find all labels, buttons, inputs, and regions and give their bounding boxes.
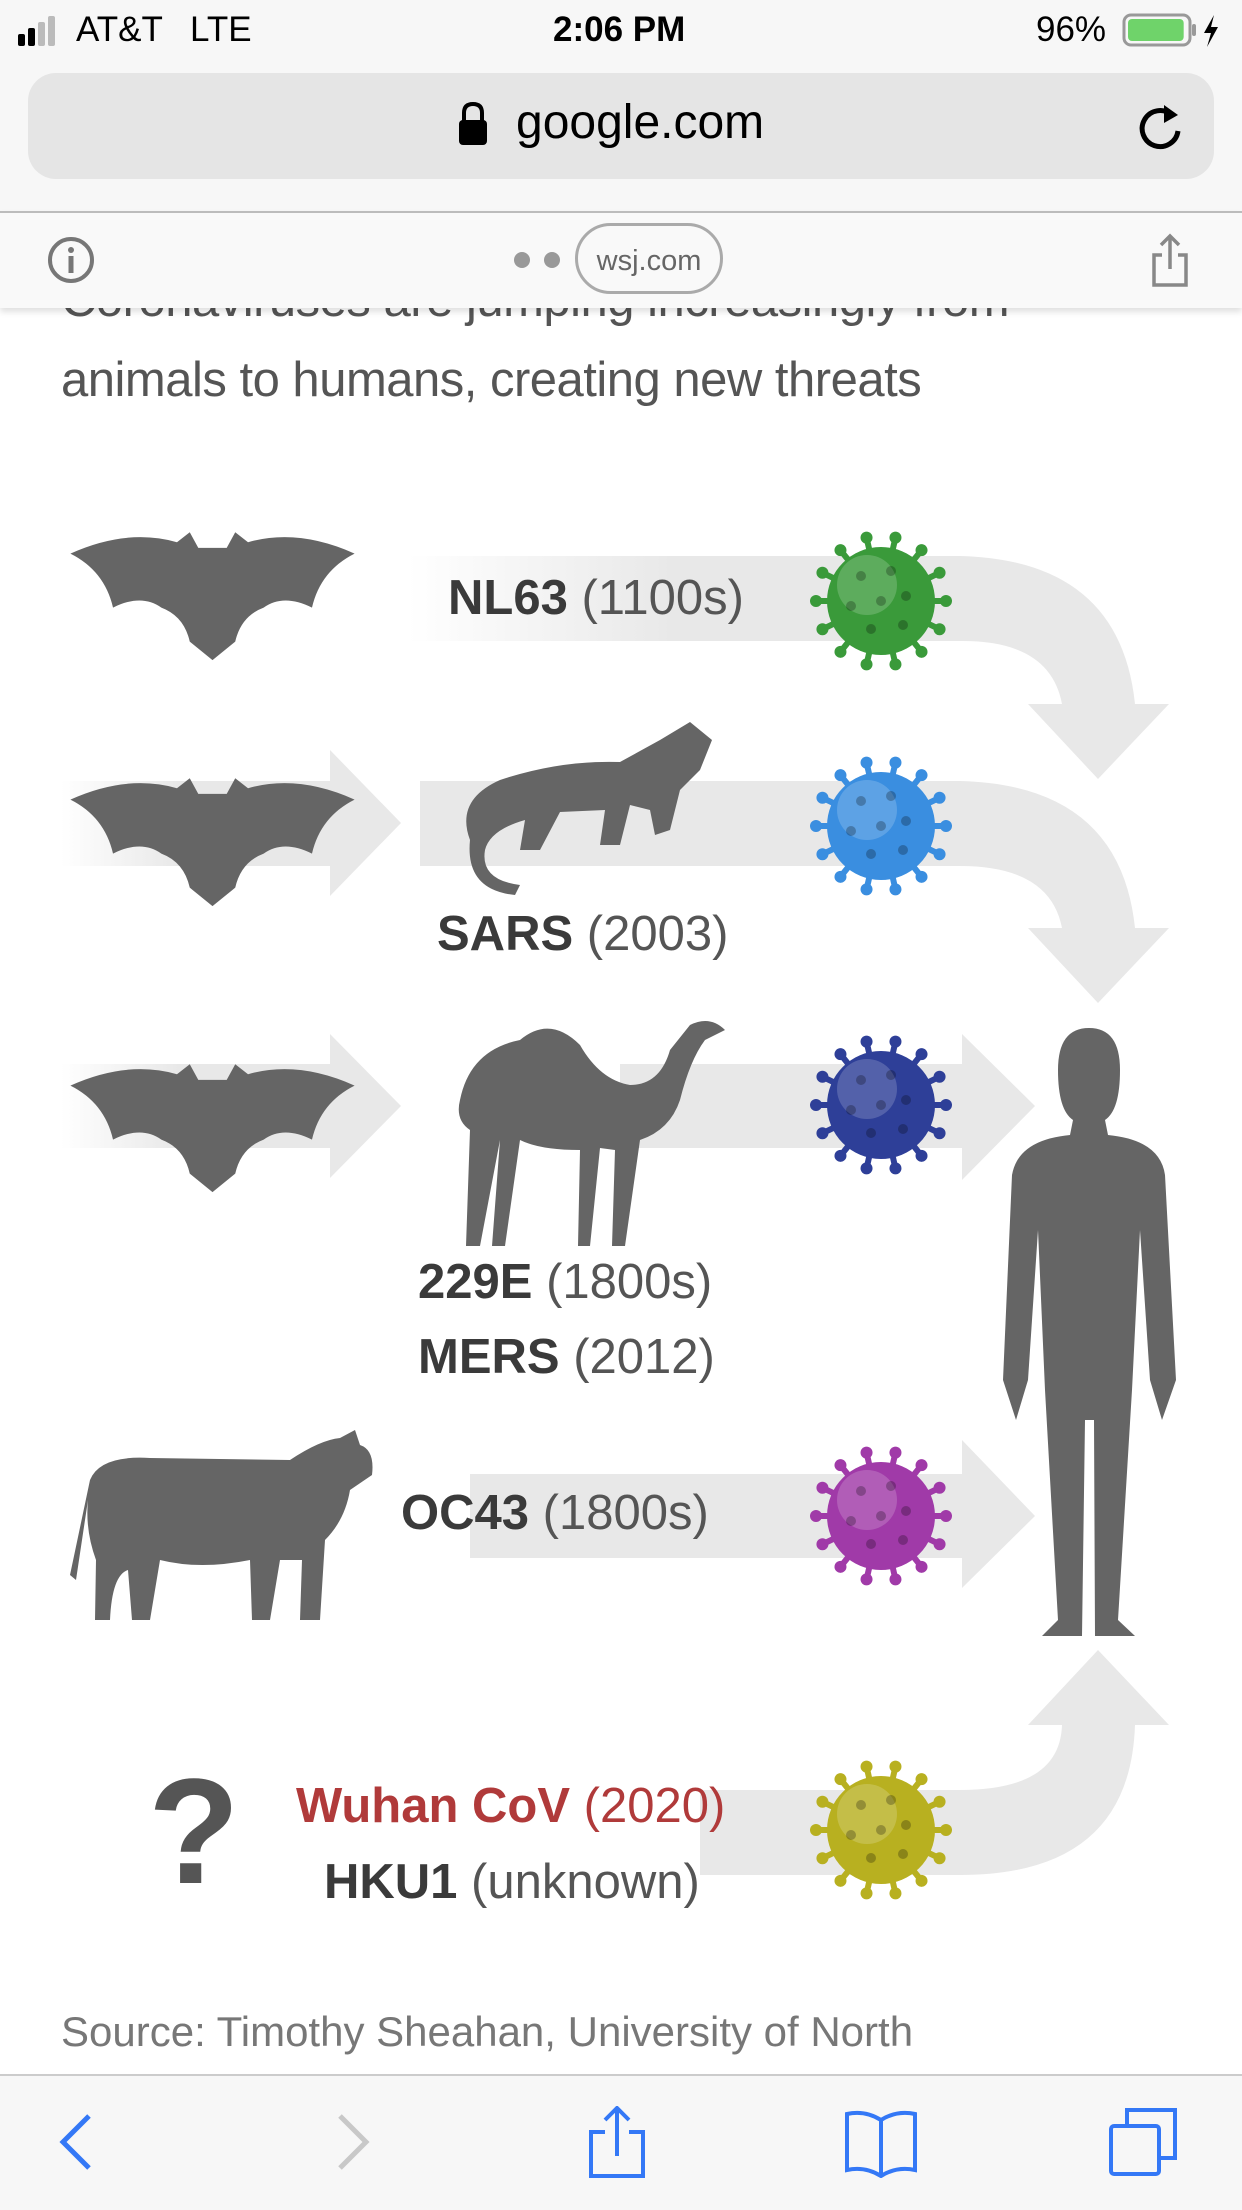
label-nl63: NL63 (1100s): [448, 571, 744, 625]
toolbar-share-icon[interactable]: [581, 2106, 653, 2178]
label-229e: 229E (1800s): [418, 1255, 713, 1309]
human-icon: [1003, 1028, 1176, 1636]
label-sars: SARS (2003): [437, 907, 729, 961]
lock-icon: [459, 101, 487, 145]
tabs-icon[interactable]: [1107, 2106, 1179, 2178]
virus-icon: [810, 1446, 952, 1586]
virus-icon: [810, 1035, 952, 1175]
browser-toolbar: [0, 2074, 1242, 2210]
label-hku1: HKU1 (unknown): [324, 1855, 700, 1909]
clock: 2:06 PM: [553, 10, 686, 49]
label-wuhan-cov: Wuhan CoV (2020): [296, 1779, 726, 1833]
viruses: [810, 531, 952, 1900]
bookmarks-icon[interactable]: [845, 2106, 917, 2178]
back-icon[interactable]: [41, 2106, 113, 2178]
question-mark: ?: [148, 1747, 240, 1915]
label-oc43: OC43 (1800s): [401, 1486, 709, 1540]
share-icon[interactable]: [1150, 233, 1190, 289]
site-pill[interactable]: wsj.com: [575, 223, 723, 294]
civet-icon: [466, 722, 712, 895]
dot: [544, 252, 560, 268]
virus-icon: [810, 756, 952, 896]
heading-line-2: animals to humans, creating new threats: [61, 353, 922, 407]
virus-icon: [810, 1760, 952, 1900]
virus-icon: [810, 531, 952, 671]
source-text: Source: Timothy Sheahan, University of N…: [61, 2008, 914, 2055]
info-icon[interactable]: [46, 235, 96, 285]
forward-icon[interactable]: [316, 2106, 388, 2178]
battery-percent: 96%: [1036, 10, 1107, 49]
arrow-nl63: [408, 556, 1169, 779]
dot: [514, 252, 530, 268]
amp-header: wsj.com: [0, 211, 1242, 308]
reload-icon[interactable]: [1136, 101, 1186, 153]
network: LTE: [190, 10, 252, 49]
label-mers: MERS (2012): [418, 1330, 715, 1384]
url-bar[interactable]: google.com: [28, 73, 1214, 179]
url-domain: google.com: [516, 96, 765, 149]
battery-icon: [1122, 13, 1218, 47]
signal-icon: [18, 16, 55, 46]
camel-icon: [458, 1021, 725, 1246]
bat-icon: [70, 1064, 355, 1193]
bat-icon: [70, 532, 355, 661]
bat-icon: [70, 778, 355, 907]
carrier: AT&T: [76, 10, 163, 49]
cow-icon: [70, 1430, 373, 1620]
arrow-wuhan: [700, 1650, 1169, 1875]
status-bar: AT&T LTE 2:06 PM 96% google.com: [0, 0, 1242, 211]
